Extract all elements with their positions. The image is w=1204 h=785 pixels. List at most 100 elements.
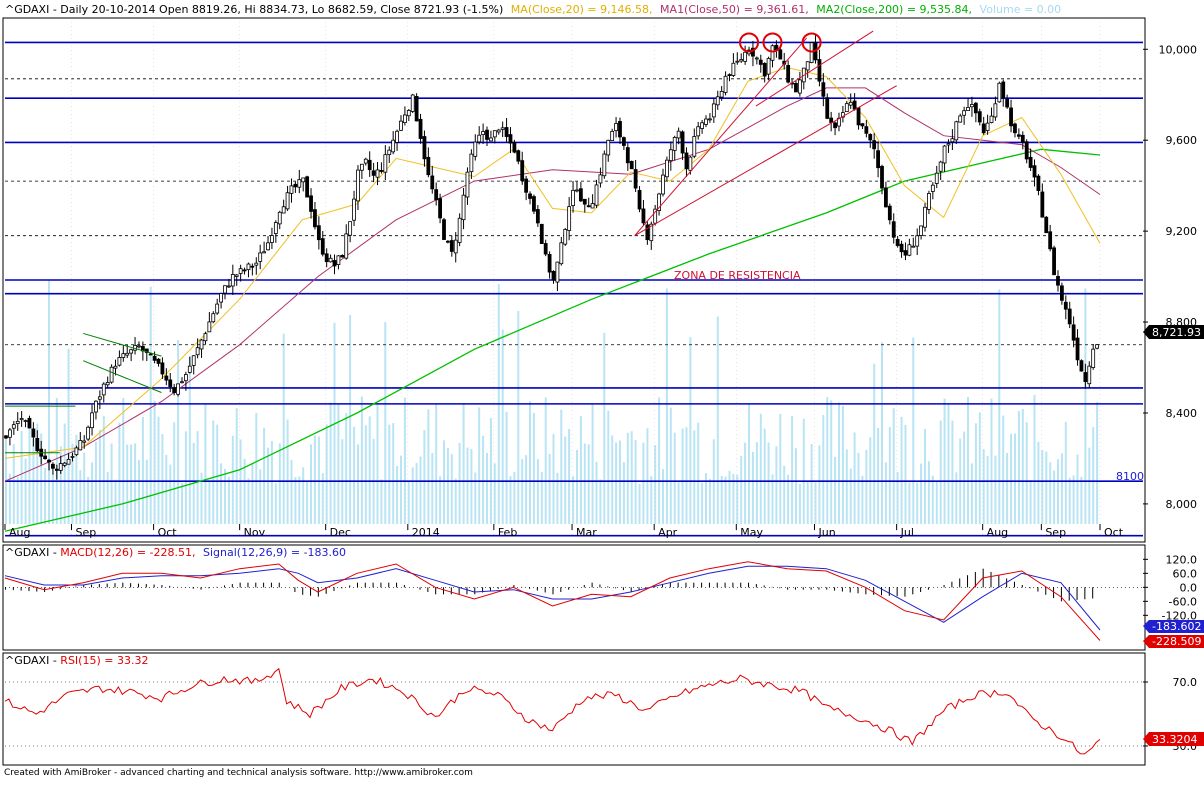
volume-bar [87,477,89,524]
price-candle [552,271,555,280]
volume-bar [91,463,93,525]
volume-bar [979,412,981,524]
macd-histogram-bar [991,572,992,587]
volume-bar [881,342,883,524]
price-candle [454,240,457,253]
price-candle [399,121,402,130]
volume-bar [748,404,750,524]
volume-bar [877,428,879,524]
price-candle [122,354,125,358]
price-candle [44,456,47,459]
price-candle [8,430,11,437]
volume-bar [44,468,46,524]
price-candle [810,43,813,63]
macd-histogram-bar [599,585,600,588]
price-candle [478,135,481,142]
price-candle [834,123,837,128]
macd-histogram-bar [435,587,436,594]
price-candle [818,60,821,82]
price-candle [130,350,133,353]
price-candle [439,199,442,218]
volume-bar [150,287,152,524]
volume-bar [1061,453,1063,524]
price-candle [1076,338,1079,360]
macd-histogram-bar [75,586,76,587]
price-candle [720,91,723,97]
price-candle [912,246,915,247]
macd-histogram-bar [380,583,381,588]
price-candle [180,382,183,383]
volume-bar [1022,409,1024,524]
price-candle [955,122,958,140]
volume-bar [721,476,723,524]
macd-histogram-bar [349,585,350,587]
volume-bar [1084,288,1086,524]
price-candle [767,58,770,74]
macd-histogram-bar [201,587,202,589]
price-candle [251,266,254,267]
price-candle [1025,142,1028,159]
macd-histogram-bar [224,585,225,587]
support-8100-label: 8100 [1116,470,1144,483]
volume-bar [666,288,668,524]
price-candle [282,207,285,213]
price-candle [341,255,344,257]
signal-last-tag: -183.602 [1143,620,1204,633]
price-header: ^GDAXI - Daily 20-10-2014 Open 8819.26, … [5,3,1061,16]
volume-bar [615,442,617,524]
price-candle [990,116,993,122]
volume-bar [564,437,566,525]
volume-bar [306,481,308,524]
macd-histogram-bar [623,587,624,590]
price-candle [184,375,187,381]
volume-bar [177,340,179,524]
volume-bar [908,482,910,524]
price-tick-label: 9,600 [1166,134,1198,147]
volume-bar [1010,434,1012,524]
macd-histogram-bar [427,587,428,592]
price-candle [798,80,801,93]
volume-bar [975,423,977,524]
volume-bar [56,398,58,524]
price-candle [716,97,719,105]
price-candle [372,171,375,176]
rsi-header-label: RSI(15) = 33.32 [60,654,148,667]
volume-bar [298,477,300,525]
price-candle [407,110,410,115]
macd-histogram-bar [28,587,29,591]
volume-bar [263,428,265,524]
volume-bar [1080,477,1082,524]
price-candle [87,427,90,439]
price-candle [458,218,461,242]
volume-bar [932,476,934,524]
price-candle [853,101,856,109]
price-candle [927,193,930,209]
volume-bar [349,315,351,524]
macd-histogram-bar [1045,587,1046,594]
macd-histogram-bar [21,587,22,590]
price-candle [998,83,1001,102]
volume-bar [576,450,578,524]
price-candle [353,199,356,220]
volume-bar [259,469,261,524]
price-candle [317,226,320,240]
volume-bar [21,431,23,524]
volume-bar [983,449,985,524]
volume-bar [1057,459,1059,524]
price-candle [646,225,649,240]
last-close-tag: 8,721.93 [1143,325,1204,339]
volume-bar [118,423,120,524]
volume-bar [29,425,31,524]
macd-histogram-bar [607,586,608,587]
macd-histogram-bar [928,587,929,589]
price-candle [708,119,711,120]
volume-bar [451,454,453,524]
volume-bar [115,480,117,524]
macd-histogram-bar [99,584,100,587]
price-candle [900,244,903,252]
price-candle [693,137,696,157]
price-candle [278,212,281,224]
macd-histogram-bar [341,587,342,588]
price-candle [231,274,234,286]
